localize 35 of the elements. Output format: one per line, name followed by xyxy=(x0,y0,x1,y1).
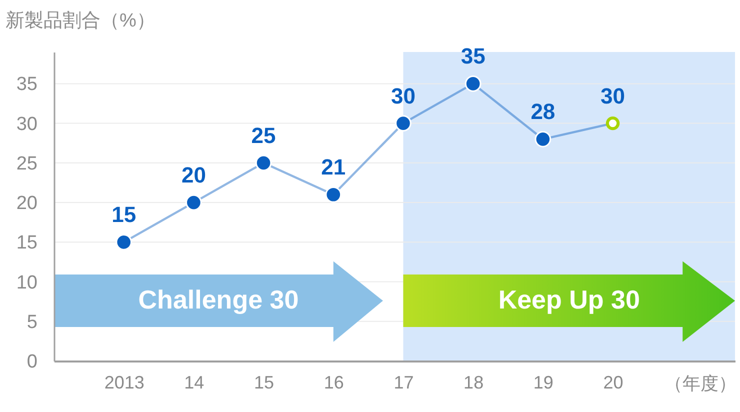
point xyxy=(116,234,132,250)
data-label: 35 xyxy=(460,44,486,69)
point xyxy=(255,154,272,172)
data-label: 30 xyxy=(390,83,416,108)
data-label: 20 xyxy=(181,162,206,188)
y-tick-label: 20 xyxy=(16,193,38,214)
y-tick-label: 5 xyxy=(26,312,38,333)
y-tick-label: 0 xyxy=(26,352,38,372)
x-tick-label: 14 xyxy=(184,372,204,392)
data-label: 21 xyxy=(321,154,346,180)
point xyxy=(534,131,552,148)
annotation: Challenge 30 xyxy=(138,284,299,315)
x-tick-label: 18 xyxy=(464,372,484,392)
y-axis-title: 新製品割合（%） xyxy=(6,10,156,32)
y-tick-label: 10 xyxy=(16,272,38,294)
x-tick-label: 20 xyxy=(603,372,624,392)
y-tick-label: 30 xyxy=(16,114,38,135)
point xyxy=(325,186,342,203)
x-tick-label: 19 xyxy=(533,372,554,392)
x-tick-label: 2013 xyxy=(104,372,144,392)
y-tick-label: 35 xyxy=(16,74,38,96)
data-label: 28 xyxy=(530,99,556,124)
point xyxy=(395,115,412,132)
x-tick-label: 17 xyxy=(394,372,414,392)
data-label: 15 xyxy=(112,202,136,228)
annotation: Keep Up 30 xyxy=(498,284,640,315)
point xyxy=(186,194,202,211)
data-label: 25 xyxy=(251,122,276,148)
y-tick-label: 25 xyxy=(16,153,38,174)
y-tick-label: 15 xyxy=(16,232,38,254)
x-tick-label: 16 xyxy=(324,372,344,392)
x-tick-label: 15 xyxy=(254,372,274,392)
point xyxy=(464,76,482,92)
x-axis-title: （年度） xyxy=(664,374,736,394)
data-label: 30 xyxy=(600,83,626,108)
